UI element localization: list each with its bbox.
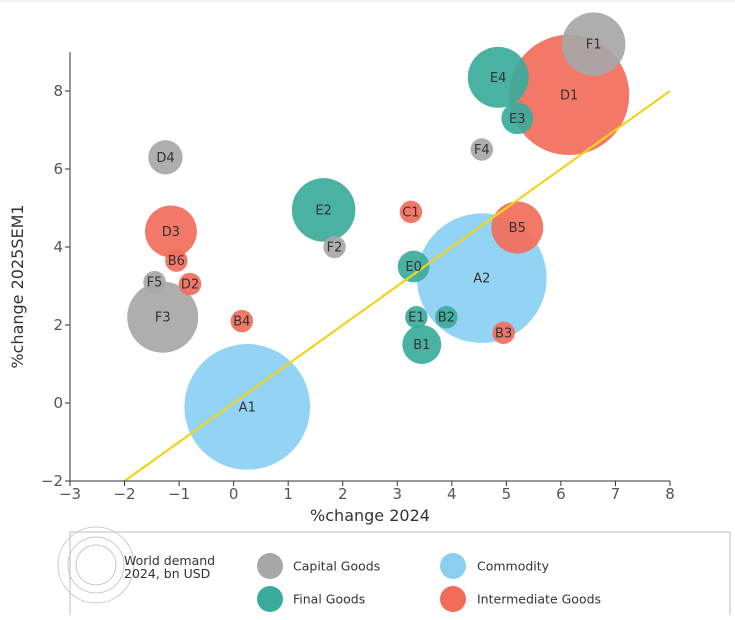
x-tick-label: −1 (168, 485, 190, 503)
reference-line-layer (123, 90, 671, 482)
bubble-label-b3: B3 (495, 326, 512, 341)
x-tick-label: 5 (502, 485, 512, 503)
bubble-labels-layer: A2 A1 D1 F3 F1 E2 E4 B5 D3 B1 D4 E3 E0 F4 F2 F5 E1 B2 C1 B6… (147, 38, 602, 416)
bubble-f5 (143, 270, 166, 294)
x-tick-label: 0 (229, 485, 239, 503)
bubble-label-e4: E4 (490, 71, 507, 86)
x-tick-label: −2 (113, 485, 135, 503)
legend-swatch-intermediate-goods (440, 586, 466, 612)
legend-swatch-final-goods (257, 586, 283, 612)
bubble-e2 (291, 178, 356, 242)
bubble-d2 (178, 272, 202, 296)
bubble-label-c1: C1 (402, 205, 419, 220)
bubble-b5 (491, 201, 544, 254)
bubble-a1 (184, 344, 311, 470)
y-tick-label: 8 (53, 82, 63, 100)
size-key-title: World demand (124, 553, 215, 568)
bubble-d3 (144, 205, 197, 258)
bubble-label-f2: F2 (327, 241, 343, 256)
bubble-b1 (402, 325, 442, 364)
x-tick-label: 1 (283, 485, 293, 503)
bubble-f1 (561, 12, 626, 76)
x-tick-label: −3 (59, 485, 81, 503)
y-tick-label: 6 (53, 160, 63, 178)
reference-line (123, 90, 671, 482)
legend-swatch-capital-goods (257, 553, 283, 579)
bubble-e1 (405, 305, 428, 329)
bubble-f3 (127, 281, 199, 353)
y-axis-title: %change 2025SEM1 (8, 204, 27, 368)
bubble-c1 (399, 200, 423, 224)
y-tick-label: 4 (53, 238, 63, 256)
bubble-label-d1: D1 (560, 88, 578, 103)
bubble-label-e1: E1 (408, 311, 425, 326)
bubble-label-f1: F1 (586, 38, 602, 53)
legend-swatch-commodity (440, 553, 466, 579)
x-axis-title: %change 2024 (310, 506, 430, 525)
bubble-label-f5: F5 (147, 276, 163, 291)
x-tick-label: 4 (447, 485, 457, 503)
bubble-label-e0: E0 (405, 260, 422, 275)
size-key-title: 2024, bn USD (124, 566, 210, 581)
bubble-b4 (230, 309, 254, 333)
bubble-b2 (435, 305, 458, 329)
legend-label-commodity: Commodity (477, 559, 550, 574)
legend-label-intermediate-goods: Intermediate Goods (477, 592, 601, 607)
legend-label-capital-goods: Capital Goods (293, 559, 380, 574)
bubble-f4 (470, 138, 494, 161)
bubble-label-b5: B5 (509, 221, 526, 236)
bubble-b3 (492, 321, 515, 345)
y-tick-label: −2 (41, 472, 63, 490)
bubble-label-e3: E3 (509, 112, 526, 127)
bubble-label-b4: B4 (233, 315, 250, 330)
x-tick-label: 2 (338, 485, 348, 503)
bubble-b6 (165, 249, 188, 272)
legend-box (69, 531, 731, 618)
size-key-circle (67, 536, 125, 594)
bubble-e0 (397, 250, 430, 283)
bubble-label-b2: B2 (438, 311, 455, 326)
size-key-circle (57, 526, 135, 604)
size-key-circle (75, 544, 117, 586)
y-tick-label: 2 (53, 316, 63, 334)
bubble-label-f4: F4 (474, 143, 490, 158)
bubbles-layer (127, 12, 630, 470)
bubble-label-a1: A1 (239, 400, 256, 415)
bubble-e3 (501, 102, 534, 135)
bubble-f2 (323, 235, 346, 259)
x-tick-label: 8 (665, 485, 675, 503)
x-tick-label: 3 (392, 485, 402, 503)
bubble-label-d3: D3 (162, 225, 180, 240)
bubble-label-a2: A2 (473, 272, 490, 287)
x-tick-label: 6 (556, 485, 566, 503)
bubble-e4 (467, 46, 529, 108)
bubble-label-b1: B1 (413, 338, 430, 353)
bubble-label-f3: F3 (155, 311, 171, 326)
legend-label-final-goods: Final Goods (293, 592, 365, 607)
x-tick-label: 7 (611, 485, 621, 503)
bubble-d4 (148, 140, 183, 175)
bubble-label-e2: E2 (315, 203, 332, 218)
bubble-label-b6: B6 (168, 254, 185, 269)
bubble-label-d2: D2 (181, 278, 199, 293)
y-tick-label: 0 (53, 394, 63, 412)
bubble-label-d4: D4 (156, 151, 174, 166)
